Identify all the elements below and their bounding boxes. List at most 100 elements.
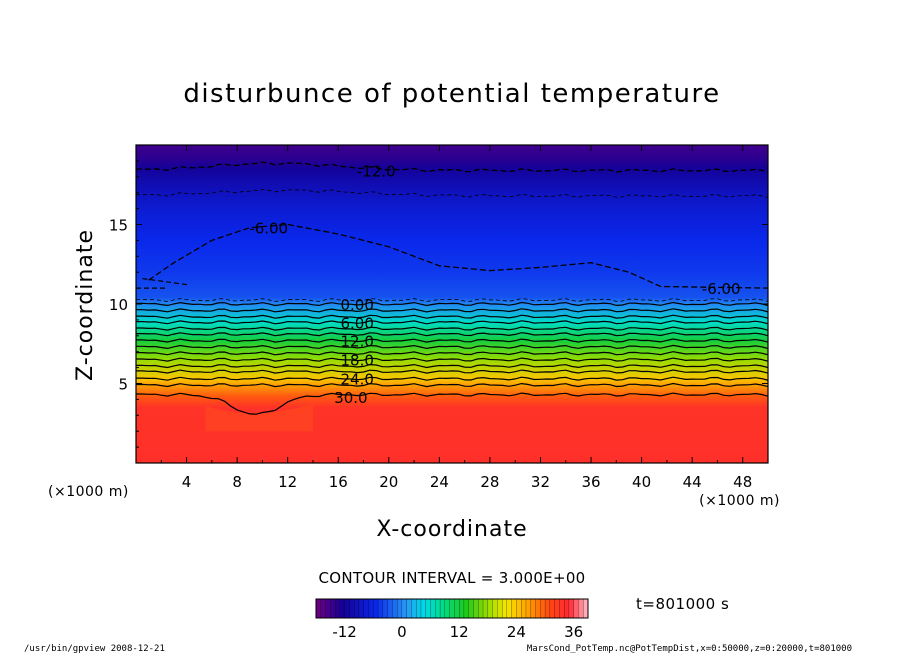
colorbar-cell [349, 598, 355, 619]
colorbar-cell [315, 598, 322, 619]
colorbar-cell [521, 598, 527, 619]
colorbar-cell [416, 598, 422, 619]
colorbar-cell [506, 598, 513, 619]
x-tick-label: 32 [531, 473, 550, 491]
x-tick-label: 28 [480, 473, 499, 491]
x-tick-label: 4 [182, 473, 192, 491]
x-tick-label: 40 [632, 473, 651, 491]
contour-interval-label: CONTOUR INTERVAL = 3.000E+00 [318, 569, 585, 587]
x-tick-label: 48 [733, 473, 752, 491]
colorbar-ticks: -12 0 12 24 36 [332, 623, 583, 641]
x-axis-ticks: 4 8 12 16 20 24 28 32 36 40 44 48 [160, 145, 752, 491]
contour-label: -12.0 [357, 162, 396, 180]
footer-left: /usr/bin/gpview 2008-12-21 [24, 644, 165, 654]
contour-label: 0.00 [340, 296, 373, 314]
colorbar-cell [344, 598, 350, 619]
x-axis-label: X-coordinate [376, 517, 527, 542]
y-tick-label: 5 [118, 376, 128, 394]
x-tick-label: 12 [278, 473, 297, 491]
colorbar-cells [315, 598, 589, 619]
x-tick-label: 8 [232, 473, 242, 491]
colorbar-cell [459, 598, 465, 619]
dip-region [205, 404, 313, 432]
colorbar-cell [354, 598, 360, 619]
x-axis-unit: (×1000 m) [699, 493, 780, 509]
colorbar-cell [554, 598, 560, 619]
colorbar-cell [482, 598, 489, 619]
colorbar-cell [525, 598, 532, 619]
colorbar-cell [392, 598, 398, 619]
colorbar-cell [497, 598, 503, 619]
colorbar-cell [320, 598, 326, 619]
colorbar-cell [501, 598, 508, 619]
y-axis-label: Z-coordinate [73, 229, 98, 381]
colorbar-cell [449, 598, 455, 619]
colorbar-cell [468, 598, 474, 619]
colorbar-cell [411, 598, 417, 619]
colorbar-cell [420, 598, 427, 619]
colorbar-cell [387, 598, 393, 619]
colorbar-cell [540, 598, 546, 619]
colorbar-cell [559, 598, 565, 619]
contour-label: 12.0 [340, 333, 373, 351]
contour-label: -6.00 [702, 280, 741, 298]
y-axis-unit: (×1000 m) [48, 484, 129, 500]
plot-area: -12.0-6.00-6.000.006.0012.018.024.030.0 … [109, 144, 769, 491]
colorbar-cell [339, 598, 346, 619]
colorbar-cell [358, 598, 365, 619]
colorbar-cell [544, 598, 551, 619]
contour-label: 18.0 [340, 352, 373, 370]
contour-label: 6.00 [340, 314, 373, 332]
colorbar-tick-label: -12 [332, 623, 357, 641]
colorbar-cell [377, 598, 384, 619]
colorbar: -12 0 12 24 36 [315, 598, 589, 641]
colorbar-cell [406, 598, 412, 619]
colorbar-cell [444, 598, 451, 619]
colorbar-tick-label: 24 [507, 623, 526, 641]
colorbar-cell [516, 598, 522, 619]
colorbar-tick-label: 36 [564, 623, 583, 641]
x-tick-label: 20 [379, 473, 398, 491]
colorbar-cell [334, 598, 341, 619]
y-axis-ticks: 5 10 15 [109, 160, 768, 448]
footer-right: MarsCond_PotTemp.nc@PotTempDist,x=0:5000… [527, 644, 852, 654]
colorbar-cell [564, 598, 570, 619]
colorbar-cell [530, 598, 536, 619]
colorbar-cell [368, 598, 374, 619]
colorbar-cell [492, 598, 498, 619]
colorbar-cell [568, 598, 575, 619]
x-tick-label: 44 [683, 473, 702, 491]
colorbar-cell [578, 598, 584, 619]
colorbar-tick-label: 12 [450, 623, 469, 641]
colorbar-cell [401, 598, 408, 619]
colorbar-cell [363, 598, 369, 619]
colorbar-cell [473, 598, 479, 619]
colorbar-cell [430, 598, 436, 619]
colorbar-cell [425, 598, 431, 619]
x-tick-label: 24 [430, 473, 449, 491]
y-tick-label: 15 [109, 217, 128, 235]
chart-title: disturbunce of potential temperature [183, 79, 720, 109]
colorbar-cell [549, 598, 556, 619]
colorbar-cell [330, 598, 336, 619]
colorbar-cell [454, 598, 460, 619]
colorbar-cell [511, 598, 517, 619]
colorbar-cell [382, 598, 389, 619]
colorbar-cell [325, 598, 331, 619]
x-tick-label: 16 [329, 473, 348, 491]
contour-label: 30.0 [334, 389, 367, 407]
time-label: t=801000 s [636, 595, 729, 613]
colorbar-tick-label: 0 [397, 623, 407, 641]
colorbar-cell [487, 598, 493, 619]
contour-label: -6.00 [249, 220, 288, 238]
colorbar-cell [535, 598, 541, 619]
x-tick-label: 36 [581, 473, 600, 491]
contour-lines [136, 161, 768, 415]
colorbar-cell [435, 598, 441, 619]
colorbar-cell [478, 598, 484, 619]
y-tick-label: 10 [109, 296, 128, 314]
colorbar-cell [463, 598, 470, 619]
colorbar-frame [315, 598, 589, 619]
